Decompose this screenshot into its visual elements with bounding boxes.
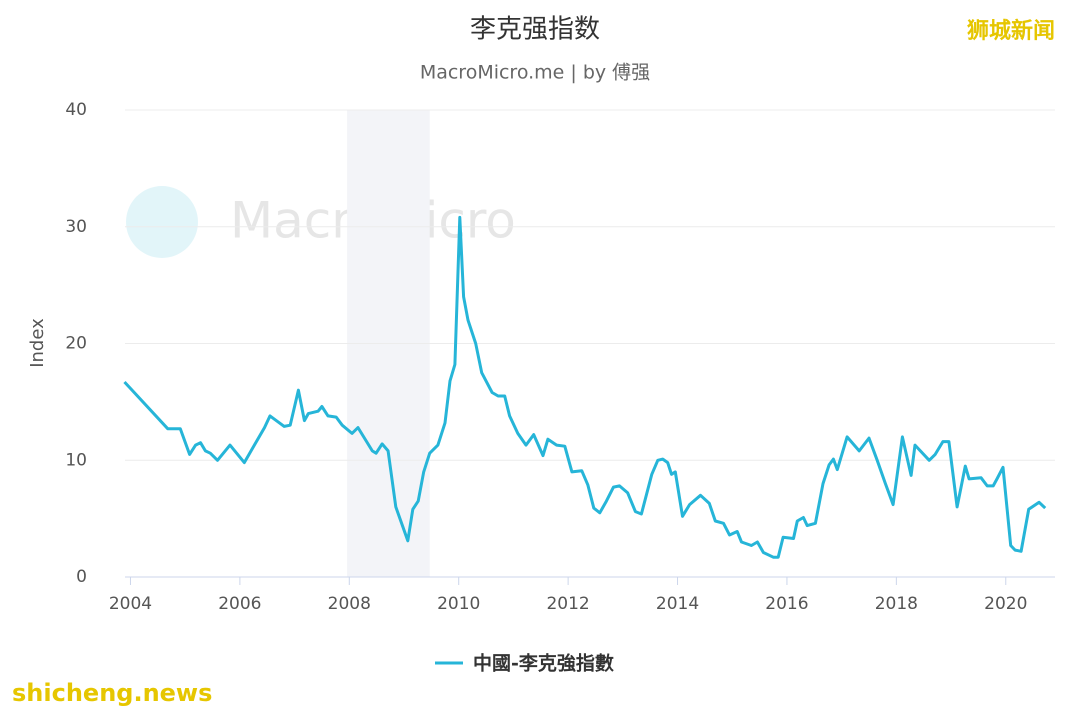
x-tick-label: 2006 — [218, 594, 261, 614]
chart-title: 李克强指数 — [470, 15, 600, 45]
y-tick-label: 10 — [65, 450, 87, 470]
watermark: shicheng.news — [12, 679, 212, 707]
x-tick-label: 2010 — [437, 594, 480, 614]
x-tick-label: 2018 — [875, 594, 918, 614]
watermark-logo — [126, 186, 198, 258]
x-tick-label: 2012 — [546, 594, 589, 614]
x-tick-label: 2004 — [109, 594, 152, 614]
y-tick-label: 30 — [65, 217, 87, 237]
legend-label: 中國-李克強指數 — [473, 652, 614, 675]
watermark: 狮城新闻 — [967, 18, 1055, 44]
y-tick-label: 40 — [65, 100, 87, 120]
chart-subtitle: MacroMicro.me | by 傅强 — [420, 62, 650, 84]
y-tick-label: 20 — [65, 334, 87, 354]
x-tick-label: 2020 — [984, 594, 1027, 614]
data-line — [123, 215, 1047, 559]
x-tick-label: 2008 — [328, 594, 371, 614]
x-tick-label: 2016 — [765, 594, 808, 614]
y-axis-label: Index — [27, 318, 48, 368]
x-tick-label: 2014 — [656, 594, 699, 614]
y-tick-label: 0 — [76, 567, 87, 587]
